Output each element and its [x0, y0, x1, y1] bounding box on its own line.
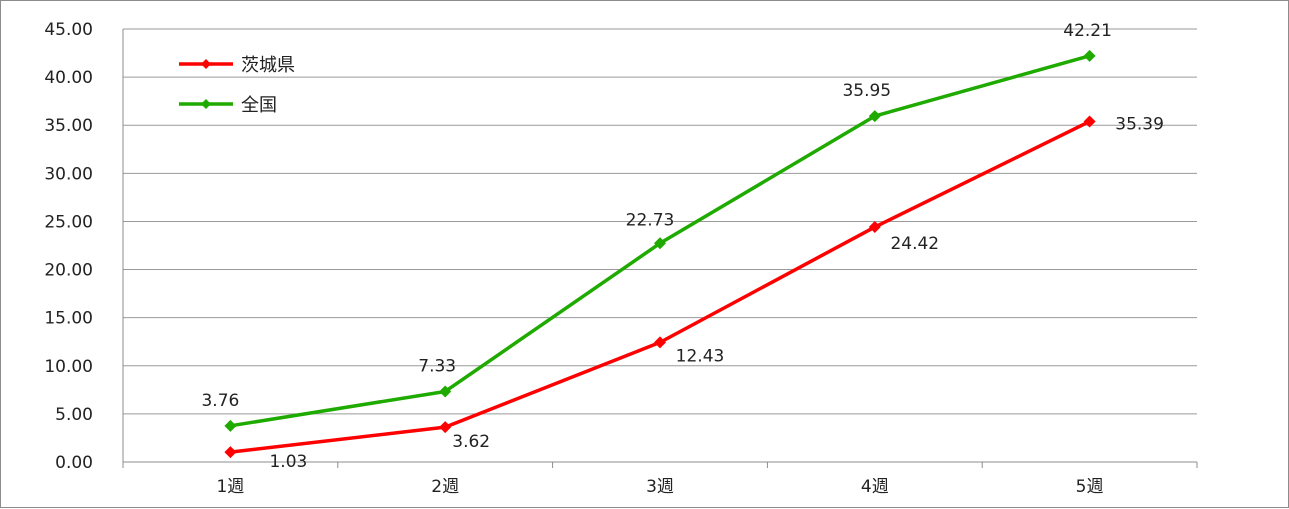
data-label: 7.33 [418, 356, 456, 376]
y-tick-label: 45.00 [44, 20, 93, 40]
data-point-marker [439, 421, 452, 434]
data-label: 3.76 [201, 391, 239, 411]
axes: 0.00 5.00 10.00 15.00 20.00 25.00 30.00 35.00 40… [44, 20, 1198, 497]
legend-marker [201, 59, 211, 69]
y-tick-label: 35.00 [44, 116, 93, 136]
data-label: 12.43 [676, 346, 725, 366]
data-point-marker [1083, 115, 1096, 128]
data-point-marker [654, 237, 666, 250]
y-tick-label: 25.00 [44, 212, 93, 232]
y-tick-label: 40.00 [44, 68, 93, 88]
data-label: 3.62 [452, 432, 490, 452]
data-point-marker [654, 336, 666, 349]
x-tick-label: 1週 [216, 477, 244, 497]
data-point-marker [224, 446, 237, 459]
legend-marker [201, 99, 211, 109]
legend-label: 全国 [241, 95, 277, 116]
data-label: 35.39 [1115, 114, 1164, 134]
x-tick-label: 3週 [646, 477, 674, 497]
data-point-marker [868, 221, 881, 234]
data-label: 1.03 [269, 452, 307, 472]
series-lines [224, 49, 1096, 459]
y-tick-label: 5.00 [55, 405, 93, 425]
data-point-marker [868, 110, 881, 123]
data-label: 24.42 [890, 234, 939, 254]
data-label: 22.73 [626, 210, 675, 230]
data-point-marker [1083, 49, 1096, 62]
y-tick-label: 0.00 [55, 453, 93, 473]
legend-label: 茨城県 [241, 55, 295, 76]
data-point-marker [439, 385, 452, 398]
x-tick-label: 5週 [1076, 477, 1104, 497]
data-label: 35.95 [842, 81, 891, 101]
x-tick-label: 2週 [431, 477, 459, 497]
series-line-0 [230, 119, 1091, 454]
y-tick-label: 15.00 [44, 309, 93, 329]
y-tick-label: 10.00 [44, 357, 93, 377]
data-point-marker [224, 419, 237, 432]
data-labels: 1.03 3.62 12.43 24.42 35.39 3.76 7.33 22.73 35.9… [201, 21, 1163, 472]
y-tick-label: 20.00 [44, 261, 93, 281]
gridlines [123, 28, 1197, 415]
y-tick-label: 30.00 [44, 164, 93, 184]
data-label: 42.21 [1063, 21, 1112, 41]
x-tick-label: 4週 [861, 477, 889, 497]
